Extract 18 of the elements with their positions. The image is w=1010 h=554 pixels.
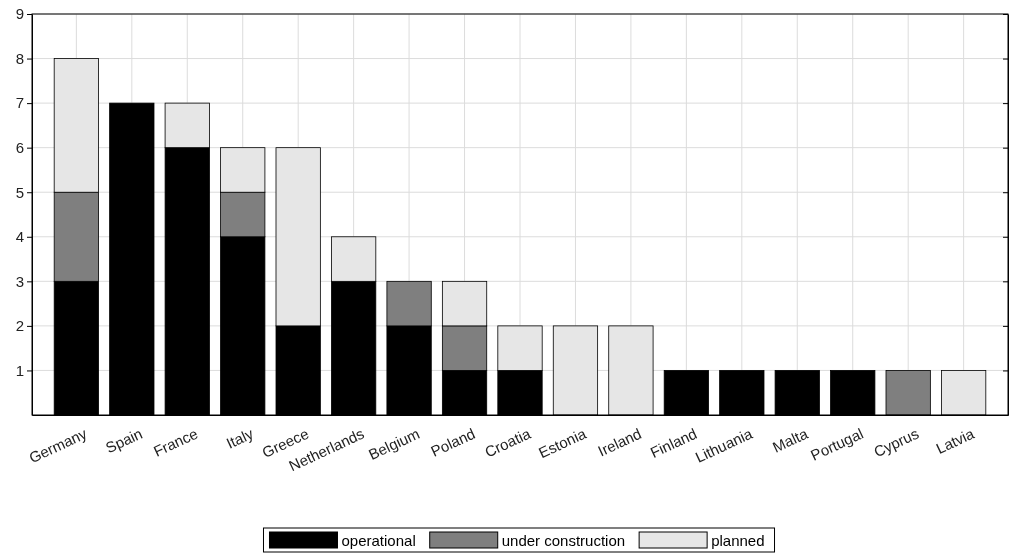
- y-tick-label: 1: [15, 361, 24, 379]
- y-tick-label: 2: [15, 317, 24, 335]
- x-tick-label: Malta: [769, 424, 811, 456]
- legend-label: under construction: [501, 532, 626, 549]
- y-tick-label: 9: [15, 5, 24, 23]
- legend-label: planned: [711, 532, 765, 549]
- y-tick-label: 3: [15, 272, 24, 290]
- y-tick-label: 6: [15, 138, 24, 156]
- x-tick-label: Latvia: [933, 424, 978, 458]
- x-tick-label: Italy: [223, 424, 257, 452]
- x-tick-label: Spain: [102, 424, 145, 457]
- y-tick-label: 4: [15, 228, 24, 246]
- legend-label: operational: [341, 532, 416, 549]
- x-tick-label: Cyprus: [870, 424, 922, 461]
- y-tick-label: 5: [15, 183, 24, 201]
- x-tick-label: Croatia: [482, 424, 534, 461]
- y-tick-label: 7: [15, 94, 24, 112]
- y-tick-label: 8: [15, 49, 24, 67]
